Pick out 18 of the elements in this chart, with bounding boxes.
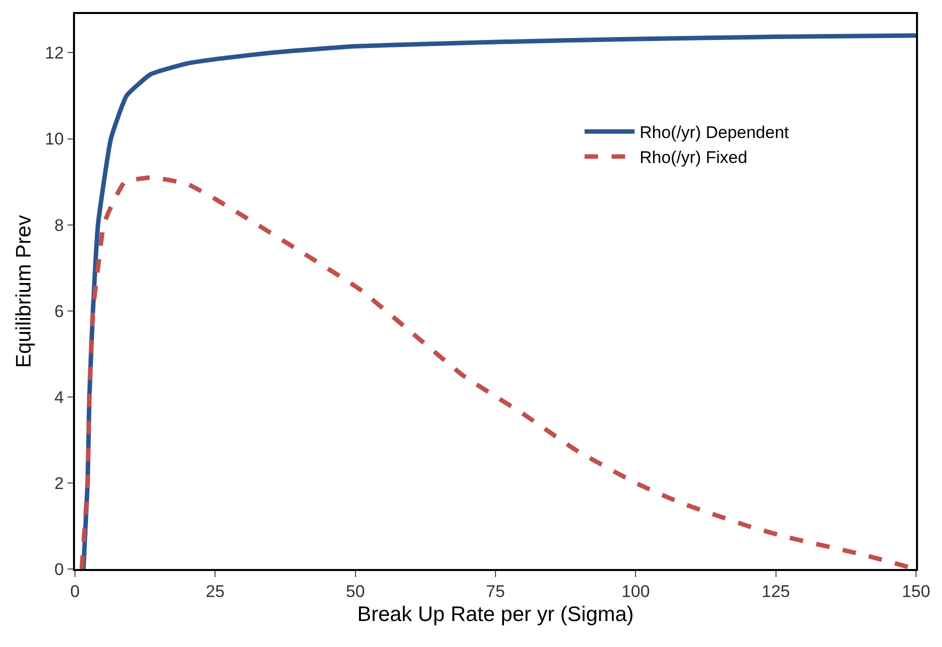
y-tick-label: 0 (54, 560, 64, 579)
y-tick-label: 2 (54, 474, 64, 493)
x-tick-label: 50 (346, 582, 365, 602)
y-tick-label: 4 (54, 388, 64, 407)
y-tick-label: 6 (54, 302, 64, 321)
y-tick-label: 12 (44, 44, 64, 63)
y-axis-title: Equilibrium Prev (12, 214, 36, 368)
legend-label: Rho(/yr) Dependent (640, 123, 790, 142)
x-axis-title: Break Up Rate per yr (Sigma) (357, 602, 634, 626)
y-tick-label: 8 (54, 216, 64, 235)
x-tick-label: 25 (206, 582, 225, 602)
x-tick-label: 150 (902, 582, 930, 602)
x-tick-label: 125 (762, 582, 790, 602)
x-tick-label: 75 (486, 582, 505, 602)
legend-label: Rho(/yr) Fixed (640, 148, 748, 168)
x-tick-label: 100 (621, 582, 650, 602)
y-tick-label: 10 (44, 130, 64, 149)
x-tick-label: 0 (70, 582, 80, 602)
